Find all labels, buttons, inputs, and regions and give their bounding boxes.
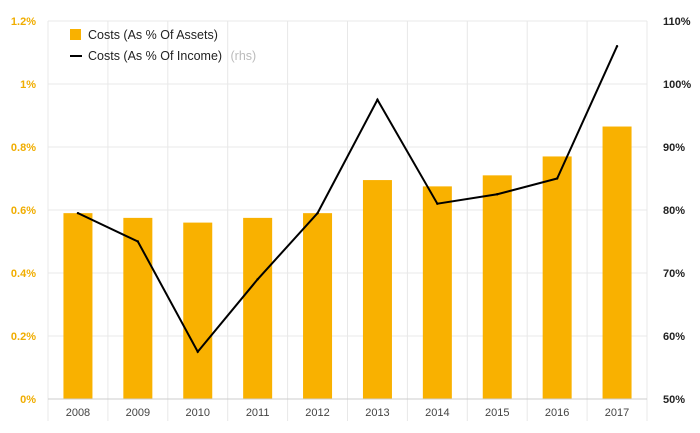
line-point-2016 xyxy=(555,177,559,180)
bar-2013 xyxy=(362,180,392,399)
x-tick-label: 2008 xyxy=(66,407,90,419)
line-point-2009 xyxy=(136,240,140,243)
income-cost-line xyxy=(77,45,618,354)
x-tick-label: 2017 xyxy=(605,407,629,419)
y-left-tick-label: 0.4% xyxy=(11,268,36,280)
legend-label-bar: Costs (As % Of Assets) xyxy=(88,28,218,42)
bar-2010 xyxy=(183,222,213,399)
y-right-tick-label: 80% xyxy=(663,205,685,217)
y-right-tick-label: 110% xyxy=(663,16,691,28)
y-right-tick-label: 70% xyxy=(663,268,685,280)
x-tick-label: 2010 xyxy=(186,407,210,419)
bar-2012 xyxy=(303,213,333,399)
y-right-tick-label: 90% xyxy=(663,142,685,154)
gridlines xyxy=(47,20,648,421)
x-tick-label: 2013 xyxy=(365,407,389,419)
y-right-tick-label: 50% xyxy=(663,394,685,406)
y-right-tick-label: 100% xyxy=(663,79,691,91)
y-left-tick-label: 1% xyxy=(20,79,36,91)
legend-label-line-group: Costs (As % Of Income) (rhs) xyxy=(88,47,256,64)
line-series xyxy=(76,45,619,354)
legend-swatch-bar xyxy=(70,29,81,40)
line-point-2017 xyxy=(615,45,619,48)
x-tick-label: 2011 xyxy=(246,407,270,419)
line-point-2008 xyxy=(76,211,80,215)
legend-label-line: Costs (As % Of Income) xyxy=(88,49,222,63)
y-left-tick-label: 0.8% xyxy=(11,142,36,154)
y-right-tick-label: 60% xyxy=(663,331,685,343)
y-left-tick-label: 0.6% xyxy=(11,205,36,217)
axes: 0% 50% 0.2% 60% 0.4% 70% 0.6% 80% 0.8% 90% 1% 100% 1… xyxy=(11,16,691,419)
line-point-2015 xyxy=(496,193,499,196)
line-point-2012 xyxy=(316,211,319,215)
x-tick-label: 2014 xyxy=(425,407,449,419)
x-tick-label: 2009 xyxy=(126,407,150,419)
y-left-tick-label: 0% xyxy=(20,394,36,406)
x-tick-label: 2012 xyxy=(305,407,329,419)
x-tick-label: 2016 xyxy=(545,407,569,419)
y-left-tick-label: 0.2% xyxy=(11,331,36,343)
bar-2017 xyxy=(602,126,632,400)
bar-2016 xyxy=(542,156,572,399)
bar-2009 xyxy=(123,217,153,399)
line-point-2011 xyxy=(256,278,259,281)
x-tick-label: 2015 xyxy=(485,407,509,419)
legend: Costs (As % Of Assets) Costs (As % Of In… xyxy=(70,28,256,64)
bar-2011 xyxy=(243,217,273,399)
y-left-tick-label: 1.2% xyxy=(11,16,36,28)
line-point-2014 xyxy=(436,202,439,205)
line-point-2013 xyxy=(376,98,379,101)
line-point-2010 xyxy=(196,350,199,353)
bar-2015 xyxy=(482,175,512,399)
bar-2014 xyxy=(422,186,452,399)
bar-2008 xyxy=(63,213,93,399)
legend-label-line-suffix: (rhs) xyxy=(231,49,257,63)
bar-series xyxy=(63,126,632,400)
